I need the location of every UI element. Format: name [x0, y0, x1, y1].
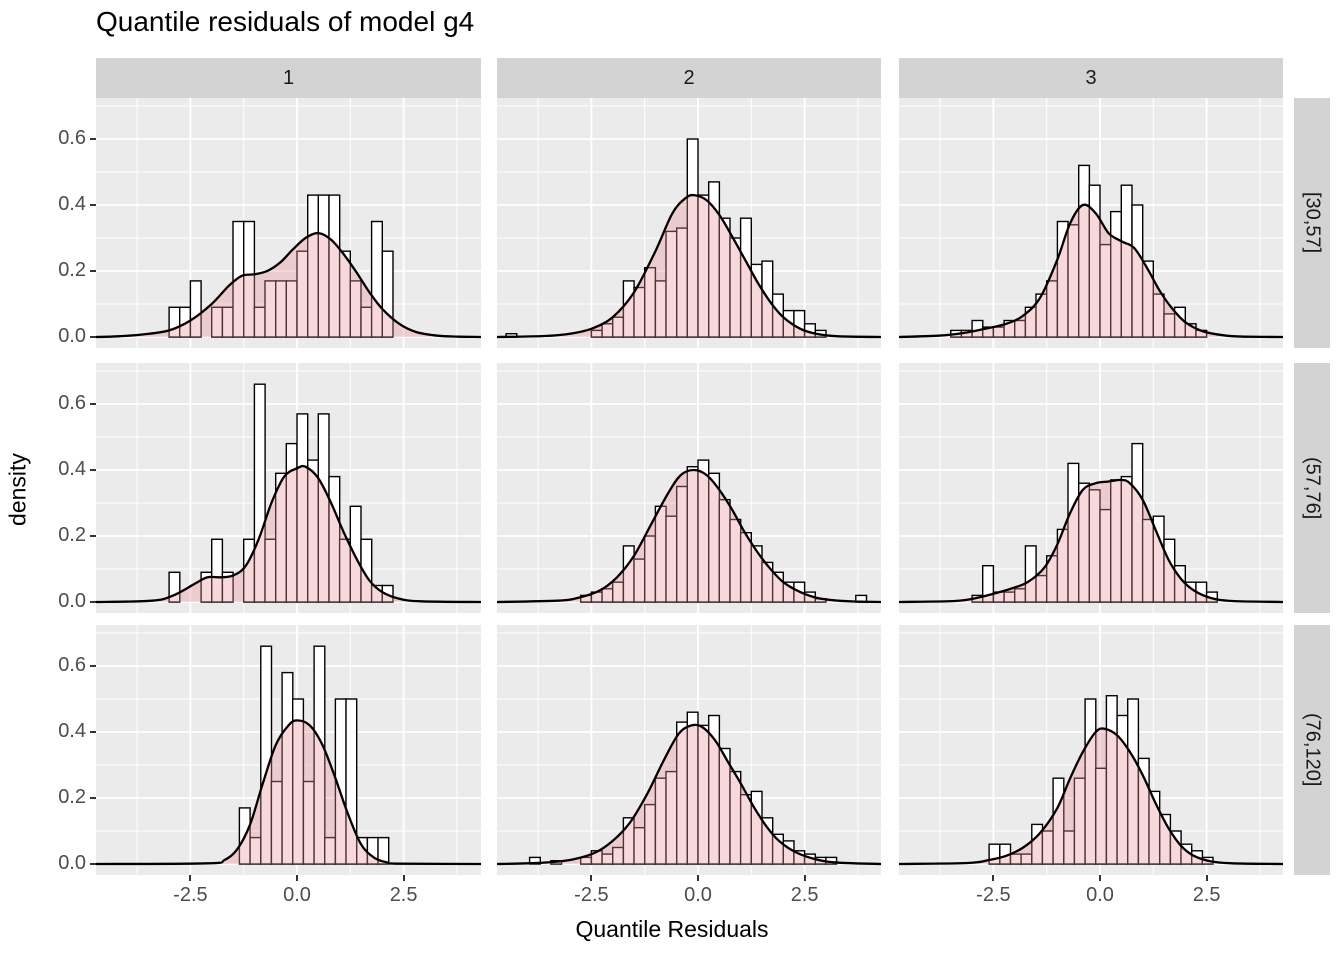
x-tick-label: 2.5	[790, 884, 819, 906]
facet-col-strip-2: 2	[497, 58, 881, 98]
facet-row-strip-57-76: (57,76]	[1294, 363, 1330, 613]
x-tick-label: 0.0	[1086, 884, 1114, 906]
x-tick-label: 0.0	[684, 884, 712, 906]
x-tick-mark	[402, 875, 405, 881]
y-tick-mark	[90, 469, 96, 471]
facet-row-label: [30,57]	[1301, 192, 1324, 254]
x-tick-mark	[1099, 875, 1101, 881]
histogram-bars	[168, 194, 394, 338]
facet-col-strip-3: 3	[899, 58, 1283, 98]
histogram-bars	[579, 459, 868, 603]
y-tick-label: 0.4	[58, 720, 86, 742]
y-tick-label: 0.0	[58, 325, 86, 347]
facet-row-label: (57,76]	[1301, 456, 1324, 520]
histogram-bars	[950, 164, 1208, 338]
density-area	[96, 233, 481, 337]
facet-col-strip-1: 1	[96, 58, 481, 98]
density-curve	[96, 231, 481, 339]
y-tick-mark	[90, 797, 96, 799]
facet-panel-r3c1	[96, 625, 481, 875]
y-tick-label: 0.0	[58, 852, 86, 874]
density-area	[96, 466, 481, 602]
x-tick-label: 0.0	[283, 884, 311, 906]
density-curve	[899, 478, 1283, 604]
histogram-bars	[971, 442, 1219, 603]
y-tick-mark	[90, 601, 96, 603]
y-tick-mark	[90, 403, 96, 405]
y-tick-label: 0.0	[58, 590, 86, 612]
y-tick-label: 0.2	[58, 259, 86, 281]
y-tick-mark	[90, 270, 96, 272]
histogram-bars	[168, 383, 394, 603]
facet-col-label: 1	[282, 66, 295, 89]
density-curve	[96, 719, 481, 866]
density-curve	[497, 193, 881, 339]
density-curve	[497, 468, 881, 604]
density-area	[96, 720, 481, 864]
x-tick-mark	[189, 875, 192, 881]
y-tick-label: 0.6	[58, 654, 86, 676]
facet-panel-r2c3	[899, 363, 1283, 613]
x-tick-label: -2.5	[976, 884, 1011, 906]
facet-row-strip-30-57: [30,57]	[1294, 98, 1330, 348]
density-area	[899, 728, 1283, 864]
x-tick-mark	[992, 875, 995, 881]
density-area	[899, 479, 1283, 602]
y-tick-mark	[90, 665, 96, 667]
facet-row-label: (76,120]	[1301, 713, 1324, 787]
density-curve	[899, 727, 1283, 866]
y-tick-label: 0.4	[58, 458, 86, 480]
density-area	[497, 195, 881, 337]
x-tick-mark	[697, 875, 699, 881]
y-tick-mark	[90, 535, 96, 537]
y-tick-mark	[90, 731, 96, 733]
facet-col-label: 2	[683, 66, 695, 89]
x-tick-label: -2.5	[574, 884, 609, 906]
x-tick-mark	[296, 875, 298, 881]
y-tick-mark	[90, 204, 96, 206]
facet-panel-r1c2	[497, 98, 881, 348]
density-area	[497, 470, 881, 602]
y-tick-label: 0.6	[58, 392, 86, 414]
x-tick-label: 2.5	[389, 884, 418, 906]
histogram-bars	[528, 711, 838, 865]
x-axis-title: Quantile Residuals	[575, 916, 769, 942]
density-curve	[497, 723, 881, 866]
density-curve	[899, 203, 1283, 339]
page-title: Quantile residuals of model g4	[96, 6, 475, 37]
facet-panel-r2c2	[497, 363, 881, 613]
y-tick-mark	[90, 863, 96, 865]
histogram-bars	[988, 694, 1214, 865]
facet-row-strip-76-120: (76,120]	[1294, 625, 1330, 875]
x-tick-mark	[803, 875, 806, 881]
x-tick-mark	[1205, 875, 1208, 881]
facet-panel-r3c2	[497, 625, 881, 875]
facet-panel-r1c3	[899, 98, 1283, 348]
y-tick-mark	[90, 138, 96, 140]
density-curve	[96, 464, 481, 604]
y-tick-label: 0.4	[58, 193, 86, 215]
density-area	[497, 724, 881, 864]
y-axis-title: density	[4, 453, 31, 526]
y-tick-mark	[90, 336, 96, 338]
y-tick-label: 0.2	[58, 524, 86, 546]
x-tick-mark	[590, 875, 593, 881]
density-area	[899, 204, 1283, 337]
facet-panel-r2c1	[96, 363, 481, 613]
y-tick-label: 0.2	[58, 786, 86, 808]
facet-panel-r1c1	[96, 98, 481, 348]
x-tick-label: -2.5	[173, 884, 208, 906]
y-tick-label: 0.6	[58, 127, 86, 149]
x-tick-label: 2.5	[1192, 884, 1221, 906]
facet-col-label: 3	[1085, 66, 1097, 89]
facet-panel-r3c3	[899, 625, 1283, 875]
